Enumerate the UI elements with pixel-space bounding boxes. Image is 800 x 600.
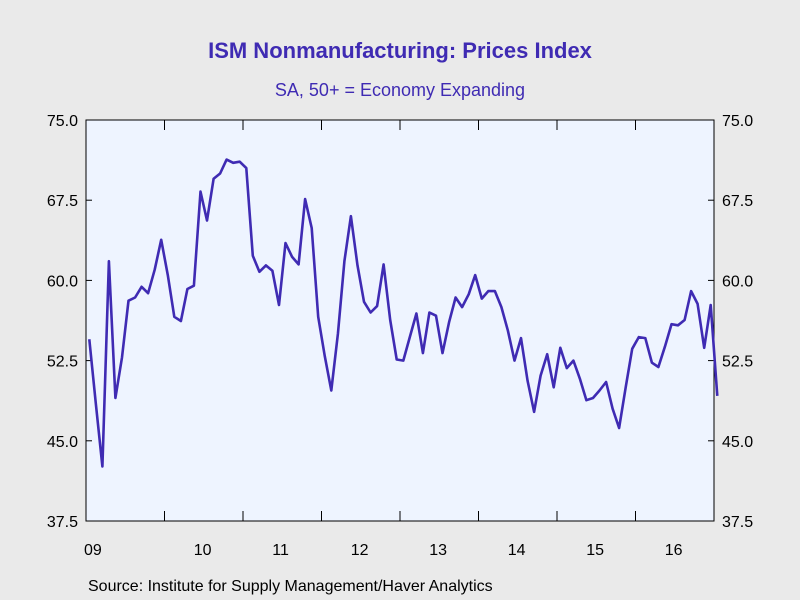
series-line — [88, 158, 719, 468]
x-tick-label: 15 — [586, 542, 604, 559]
chart-title: ISM Nonmanufacturing: Prices Index — [208, 38, 592, 63]
y-tick-label-right: 75.0 — [722, 113, 753, 130]
x-tick-label: 12 — [351, 542, 369, 559]
y-tick-label-left: 67.5 — [47, 193, 78, 210]
x-tick-label: 13 — [429, 542, 447, 559]
x-tick-label: 14 — [508, 542, 526, 559]
chart-source: Source: Institute for Supply Management/… — [88, 578, 493, 595]
y-tick-label-left: 75.0 — [47, 113, 78, 130]
chart-subtitle: SA, 50+ = Economy Expanding — [274, 80, 526, 100]
y-tick-label-right: 67.5 — [722, 193, 753, 210]
plot-area — [85, 119, 715, 522]
x-tick-label: 16 — [665, 542, 683, 559]
axis-ticks: 75.0 75.0 67.5 67.5 60.0 60.0 52.5 52.5 45.0 45.0… — [47, 113, 753, 559]
y-tick-label-right: 37.5 — [722, 514, 753, 531]
x-tick-label: 09 — [84, 542, 102, 559]
y-tick-label-left: 52.5 — [47, 354, 78, 371]
y-tick-label-right: 60.0 — [722, 273, 753, 290]
y-tick-label-left: 45.0 — [47, 434, 78, 451]
y-tick-label-right: 52.5 — [722, 354, 753, 371]
x-tick-label: 10 — [194, 542, 212, 559]
y-tick-label-left: 60.0 — [47, 273, 78, 290]
series-layer — [88, 158, 719, 468]
y-tick-label-left: 37.5 — [47, 514, 78, 531]
y-tick-label-right: 45.0 — [722, 434, 753, 451]
x-tick-label: 11 — [272, 542, 289, 559]
